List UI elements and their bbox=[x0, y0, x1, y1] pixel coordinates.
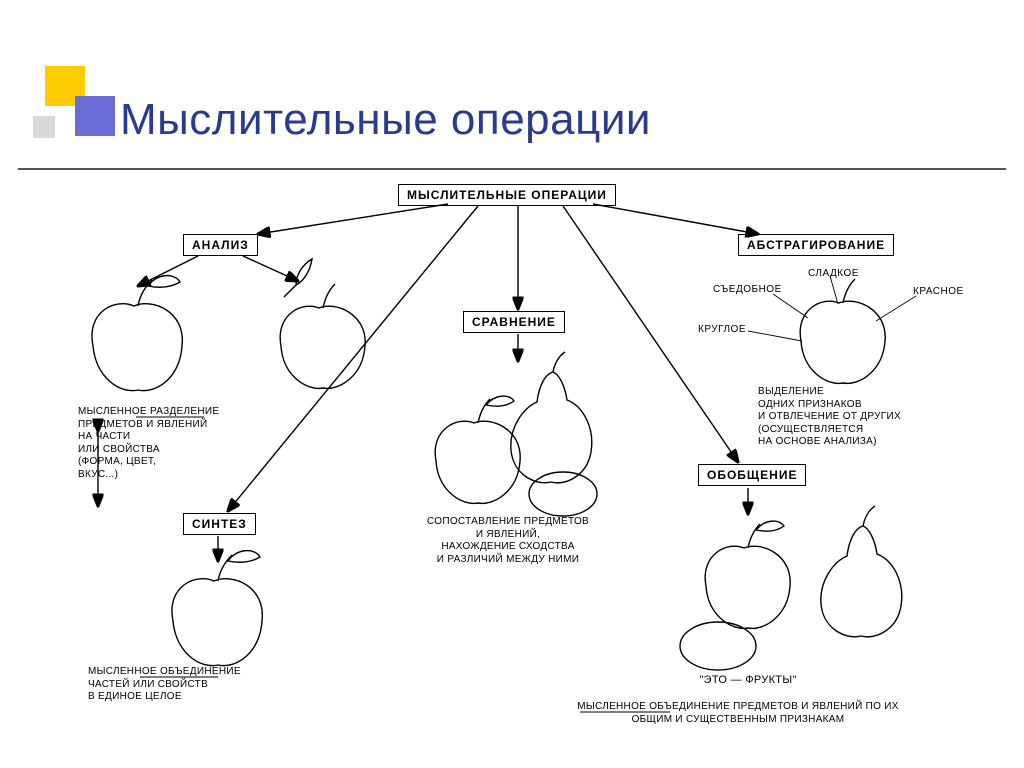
gen-pear bbox=[821, 506, 902, 637]
diagram: МЫСЛИТЕЛЬНЫЕ ОПЕРАЦИИ АНАЛИЗ СРАВНЕНИЕ А… bbox=[18, 176, 1006, 756]
slide-title: Мыслительные операции bbox=[120, 95, 651, 145]
apple-noleaf bbox=[280, 284, 365, 388]
compare-plum bbox=[529, 472, 597, 516]
slide: Мыслительные операции МЫСЛИТЕЛЬНЫЕ ОПЕРА… bbox=[0, 0, 1024, 768]
leaf-separate bbox=[284, 259, 312, 297]
gen-plum bbox=[680, 622, 756, 670]
compare-apple bbox=[435, 396, 520, 503]
title-rule bbox=[18, 168, 1006, 170]
abstract-apple bbox=[800, 279, 885, 383]
decor-square-blue bbox=[75, 96, 115, 136]
apple-synthesis bbox=[172, 551, 262, 666]
decor-square-gray bbox=[33, 116, 55, 138]
compare-pear bbox=[511, 352, 592, 483]
apple-whole bbox=[92, 276, 182, 391]
diagram-svg bbox=[18, 176, 1006, 756]
gen-apple bbox=[705, 521, 790, 628]
